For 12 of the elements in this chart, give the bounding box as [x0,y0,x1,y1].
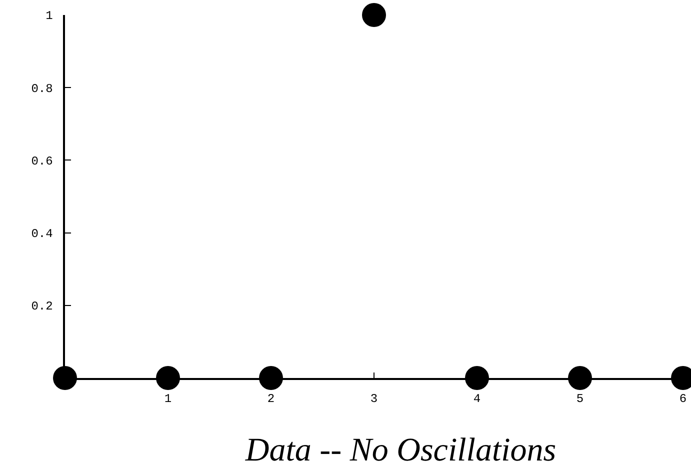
text: Data -- No Oscillations [244,432,556,463]
x-tick-label: 2 [267,392,275,406]
x-tick-label: 5 [576,392,584,406]
x-tick-label: 3 [370,392,378,406]
y-tick-label: 0.4 [31,227,53,241]
x-tick-label: 6 [679,392,687,406]
y-tick-label: 0.6 [31,154,53,168]
y-tick-label: 1 [46,9,53,24]
y-tick-label: 0.2 [31,300,53,314]
x-tick-label: 1 [164,392,172,406]
x-tick-label: 4 [473,392,481,406]
y-tick-label: 0.8 [31,82,53,96]
